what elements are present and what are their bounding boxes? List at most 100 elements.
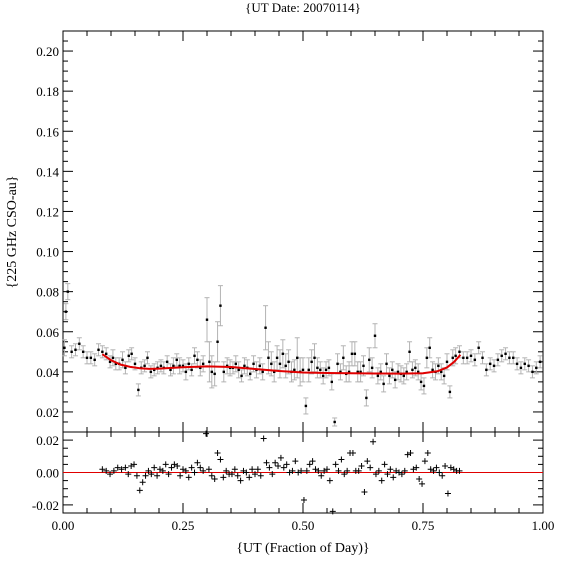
residual-y-tick-label: 0.02 [36, 433, 59, 448]
residual-point [326, 477, 333, 484]
data-point [296, 356, 299, 360]
residual-point [185, 474, 192, 481]
residual-point [355, 467, 362, 474]
data-point [515, 362, 519, 366]
residual-point [122, 464, 129, 471]
residual-point [436, 469, 443, 476]
y-tick-label: 0.02 [36, 405, 59, 420]
residual-point [378, 477, 385, 484]
data-point [273, 370, 276, 374]
data-point [362, 364, 365, 368]
residual-data-points [99, 430, 463, 515]
residual-point [269, 471, 276, 478]
residual-point [390, 474, 397, 481]
residual-point [375, 467, 382, 474]
data-point [339, 370, 342, 374]
data-point [121, 358, 124, 362]
residual-point [151, 464, 158, 471]
data-point [431, 368, 434, 372]
data-point [264, 326, 267, 329]
residual-point [228, 471, 235, 478]
data-point [469, 354, 473, 358]
data-point [237, 368, 240, 372]
data-point [225, 364, 229, 368]
residual-point [252, 471, 258, 478]
data-point [417, 370, 420, 374]
residual-point [220, 474, 227, 481]
residual-point [419, 480, 426, 487]
residual-point [303, 467, 310, 474]
data-point [391, 368, 394, 372]
residual-point [205, 466, 212, 473]
residual-point [335, 467, 342, 474]
data-point [153, 368, 156, 372]
data-point [359, 370, 362, 374]
data-point [184, 370, 188, 374]
data-point [165, 360, 169, 364]
y-tick-label: 0.18 [36, 84, 59, 99]
residual-point [439, 472, 446, 479]
data-point [270, 362, 273, 366]
residual-point [283, 461, 290, 468]
data-point [133, 362, 137, 366]
data-point [538, 360, 542, 364]
data-point [159, 364, 163, 368]
residual-point [231, 466, 238, 473]
data-point [193, 354, 196, 358]
residual-point [280, 464, 287, 471]
residual-point [421, 458, 428, 465]
y-tick-label: 0.16 [36, 124, 59, 139]
x-tick-label: 0.75 [412, 518, 435, 533]
data-point [175, 358, 178, 362]
residual-point [338, 456, 345, 463]
data-point [481, 356, 484, 360]
data-point [473, 358, 477, 362]
residual-point [424, 450, 431, 457]
data-point [284, 364, 287, 368]
data-point [327, 366, 331, 370]
data-point [222, 370, 225, 374]
data-point [422, 384, 426, 388]
residual-point [197, 464, 204, 471]
data-point [379, 370, 382, 374]
data-point [531, 370, 534, 374]
data-point [336, 362, 339, 366]
data-point [199, 366, 202, 370]
residual-point [263, 459, 270, 466]
y-tick-label: 0.08 [36, 285, 59, 300]
residual-point [289, 467, 296, 474]
data-point [307, 368, 310, 372]
main-data-points [63, 290, 542, 424]
residual-point [107, 471, 114, 478]
data-point [201, 362, 205, 366]
data-point [234, 362, 237, 366]
residual-point [125, 471, 132, 478]
data-point [353, 352, 357, 356]
residual-point [344, 467, 351, 474]
data-point [281, 352, 285, 356]
x-tick-label: 0.25 [172, 518, 195, 533]
data-point [408, 350, 411, 353]
y-tick-label: 0.06 [36, 325, 59, 340]
residual-point [191, 469, 198, 476]
residual-point [200, 467, 207, 474]
residual-point [145, 467, 152, 474]
residual-point [154, 472, 161, 479]
data-point [504, 352, 507, 356]
residual-point [133, 472, 140, 479]
data-point [219, 304, 222, 307]
residual-point [329, 508, 336, 515]
data-point [249, 372, 252, 376]
data-point [146, 356, 149, 360]
residual-point [306, 461, 313, 468]
residual-point [139, 479, 146, 486]
data-point [330, 380, 333, 384]
x-axis-title: {UT (Fraction of Day)} [236, 541, 369, 556]
residual-point [249, 466, 256, 473]
data-point [382, 382, 385, 386]
residual-point [110, 467, 117, 474]
data-point [508, 356, 511, 360]
main-axis-ticks [62, 30, 544, 433]
residual-point [266, 464, 273, 471]
residual-point [254, 466, 261, 473]
